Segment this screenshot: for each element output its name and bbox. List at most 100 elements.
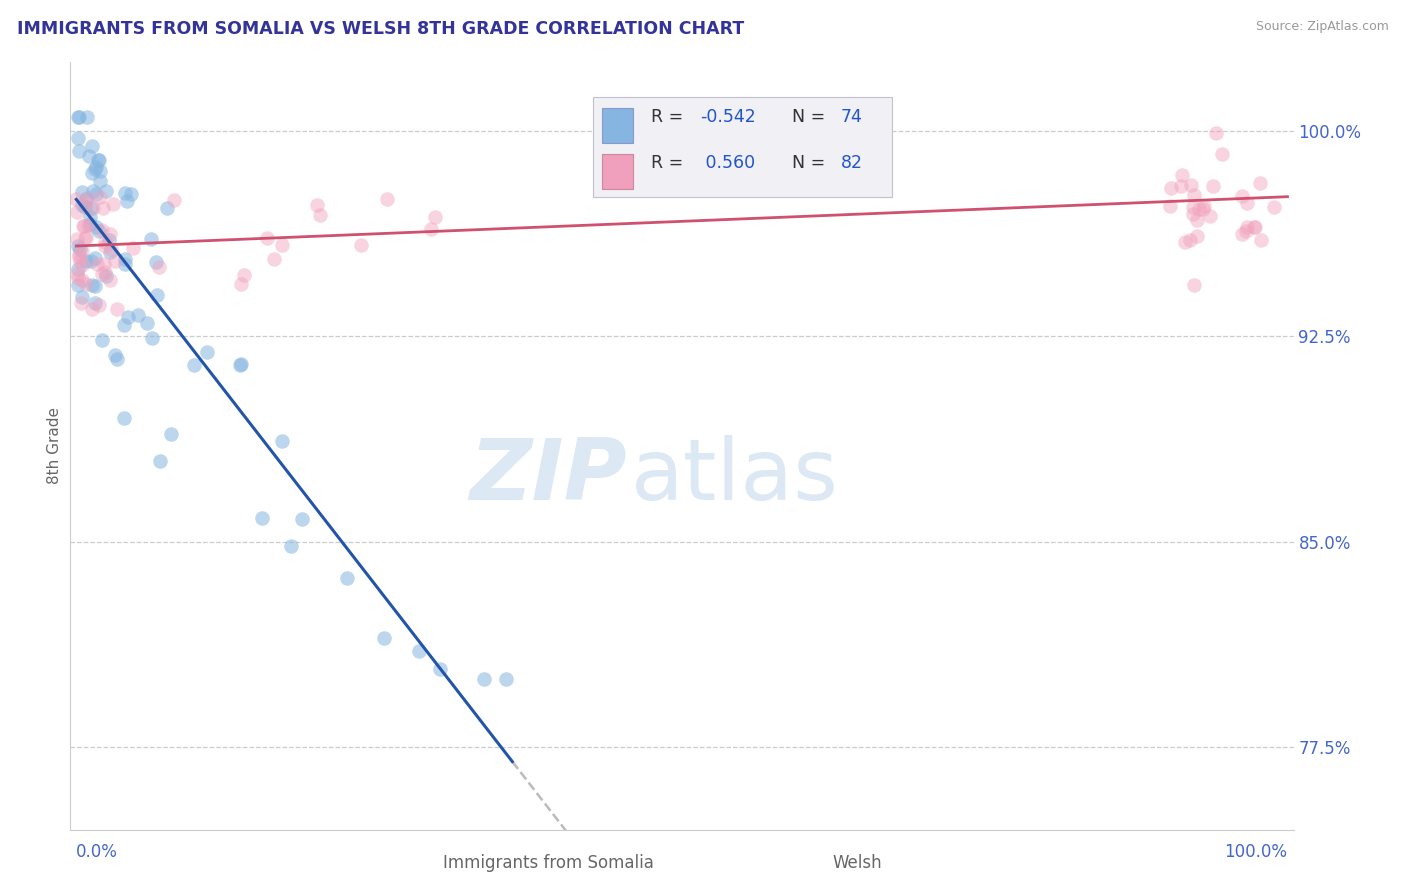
- Point: [65, 192, 87, 206]
- Point: [80, 277, 103, 292]
- Point: [309, 208, 332, 222]
- Point: [70, 198, 93, 212]
- Text: 100.0%: 100.0%: [1225, 843, 1288, 862]
- Point: [96, 184, 118, 198]
- Point: [1178, 234, 1201, 248]
- Point: [75, 277, 97, 291]
- Text: R =: R =: [651, 109, 689, 127]
- Point: [114, 186, 136, 201]
- Point: [1263, 200, 1285, 214]
- Text: -0.542: -0.542: [700, 109, 756, 127]
- Point: [115, 194, 138, 208]
- Point: [229, 358, 252, 372]
- Point: [1211, 146, 1233, 161]
- Point: [1205, 127, 1227, 141]
- Point: [1185, 212, 1208, 227]
- Point: [67, 145, 90, 159]
- Point: [70, 296, 93, 310]
- Point: [270, 238, 292, 252]
- Point: [76, 110, 98, 124]
- Point: [89, 190, 111, 204]
- Point: [67, 247, 90, 261]
- Point: [336, 570, 359, 584]
- Point: [1201, 178, 1223, 193]
- Point: [89, 164, 111, 178]
- Point: [66, 232, 89, 246]
- Point: [472, 672, 495, 686]
- Point: [86, 160, 108, 174]
- Point: [70, 258, 93, 272]
- Point: [84, 251, 107, 265]
- Point: [72, 219, 94, 233]
- Point: [233, 268, 256, 282]
- Point: [1159, 199, 1181, 213]
- Point: [1187, 228, 1209, 243]
- Point: [76, 191, 98, 205]
- Point: [80, 166, 103, 180]
- Point: [1160, 181, 1182, 195]
- Point: [104, 348, 127, 362]
- Point: [1182, 188, 1205, 202]
- Point: [1236, 196, 1258, 211]
- Text: N =: N =: [792, 154, 831, 172]
- Point: [1192, 199, 1215, 213]
- Point: [73, 196, 96, 211]
- Point: [1243, 220, 1265, 235]
- Point: [271, 434, 294, 448]
- Point: [91, 333, 114, 347]
- Point: [408, 644, 430, 658]
- Point: [91, 268, 114, 282]
- Point: [112, 318, 135, 332]
- Point: [66, 238, 89, 252]
- Point: [75, 192, 97, 206]
- Point: [149, 454, 172, 468]
- Text: Welsh: Welsh: [832, 855, 883, 872]
- Point: [114, 252, 136, 266]
- Point: [280, 539, 302, 553]
- Point: [93, 202, 115, 216]
- Point: [229, 357, 252, 371]
- Point: [1170, 179, 1192, 194]
- Point: [82, 184, 104, 198]
- Point: [66, 270, 89, 285]
- Point: [145, 255, 167, 269]
- Point: [1230, 189, 1253, 203]
- Point: [183, 358, 205, 372]
- Point: [117, 310, 139, 324]
- Point: [114, 257, 136, 271]
- Point: [66, 110, 89, 124]
- Point: [1174, 235, 1197, 250]
- Point: [1171, 168, 1194, 182]
- Point: [495, 672, 517, 686]
- Point: [86, 153, 108, 167]
- Point: [127, 308, 149, 322]
- Point: [76, 218, 98, 232]
- Point: [256, 231, 278, 245]
- Point: [145, 288, 167, 302]
- Point: [87, 223, 110, 237]
- Point: [75, 254, 97, 268]
- Point: [83, 279, 105, 293]
- Bar: [602, 109, 633, 143]
- Point: [350, 238, 373, 252]
- Point: [1250, 233, 1272, 247]
- Point: [73, 231, 96, 245]
- Text: IMMIGRANTS FROM SOMALIA VS WELSH 8TH GRADE CORRELATION CHART: IMMIGRANTS FROM SOMALIA VS WELSH 8TH GRA…: [17, 20, 744, 37]
- Text: 74: 74: [841, 109, 863, 127]
- Point: [87, 153, 110, 167]
- Point: [70, 185, 93, 199]
- Point: [100, 272, 122, 286]
- Point: [139, 232, 162, 246]
- Point: [66, 262, 89, 277]
- Point: [1234, 223, 1257, 237]
- Point: [65, 205, 87, 219]
- Point: [66, 277, 89, 292]
- Point: [1236, 220, 1258, 235]
- Point: [1180, 178, 1202, 192]
- Point: [70, 244, 93, 258]
- Y-axis label: 8th Grade: 8th Grade: [46, 408, 62, 484]
- Point: [1244, 219, 1267, 234]
- Point: [93, 257, 115, 271]
- Point: [89, 174, 111, 188]
- Point: [156, 201, 179, 215]
